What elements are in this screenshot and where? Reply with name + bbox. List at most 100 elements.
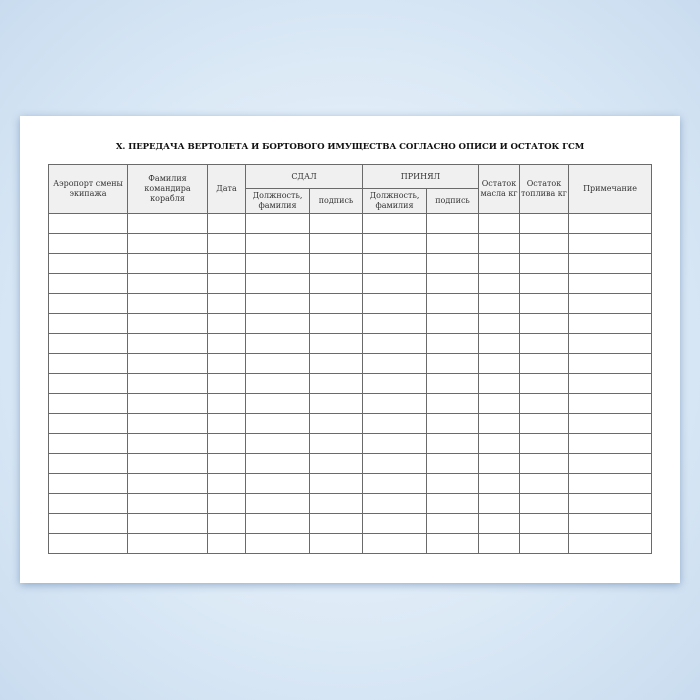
table-row bbox=[48, 353, 652, 374]
table-cell bbox=[245, 533, 310, 554]
table-cell bbox=[519, 533, 569, 554]
table-cell bbox=[127, 413, 208, 434]
table-cell bbox=[519, 253, 569, 274]
table-cell bbox=[426, 313, 479, 334]
table-cell bbox=[207, 513, 246, 534]
header-handed-position: Должность, фамилия bbox=[245, 188, 310, 214]
table-cell bbox=[245, 393, 310, 414]
table-cell bbox=[48, 293, 128, 314]
table-cell bbox=[362, 213, 427, 234]
table-cell bbox=[309, 373, 363, 394]
table-cell bbox=[426, 433, 479, 454]
table-cell bbox=[48, 213, 128, 234]
table-cell bbox=[362, 373, 427, 394]
table-cell bbox=[362, 233, 427, 254]
table-row bbox=[48, 393, 652, 414]
header-airport: Аэропорт смены экипажа bbox=[48, 164, 128, 214]
table-cell bbox=[309, 433, 363, 454]
table-cell bbox=[127, 493, 208, 514]
table-cell bbox=[478, 373, 520, 394]
table-cell bbox=[48, 433, 128, 454]
table-cell bbox=[426, 293, 479, 314]
table-cell bbox=[568, 213, 652, 234]
table-cell bbox=[568, 253, 652, 274]
table-cell bbox=[207, 373, 246, 394]
table-cell bbox=[48, 493, 128, 514]
table-cell bbox=[245, 373, 310, 394]
table-cell bbox=[426, 373, 479, 394]
table-cell bbox=[309, 493, 363, 514]
table-cell bbox=[362, 453, 427, 474]
table-cell bbox=[309, 413, 363, 434]
table-cell bbox=[362, 353, 427, 374]
table-cell bbox=[127, 473, 208, 494]
table-cell bbox=[207, 393, 246, 414]
table-cell bbox=[426, 353, 479, 374]
table-cell bbox=[478, 353, 520, 374]
table-row bbox=[48, 473, 652, 494]
table-cell bbox=[478, 513, 520, 534]
table-cell bbox=[207, 533, 246, 554]
table-cell bbox=[478, 253, 520, 274]
table-cell bbox=[568, 333, 652, 354]
header-accepted-position: Должность, фамилия bbox=[362, 188, 427, 214]
table-cell bbox=[519, 493, 569, 514]
table-cell bbox=[478, 273, 520, 294]
table-cell bbox=[478, 433, 520, 454]
table-cell bbox=[127, 313, 208, 334]
table-cell bbox=[48, 533, 128, 554]
table-cell bbox=[362, 473, 427, 494]
table-cell bbox=[519, 353, 569, 374]
document-page: X. ПЕРЕДАЧА ВЕРТОЛЕТА И БОРТОВОГО ИМУЩЕС… bbox=[20, 116, 680, 583]
table-cell bbox=[48, 273, 128, 294]
table-cell bbox=[519, 393, 569, 414]
table-cell bbox=[127, 293, 208, 314]
table-cell bbox=[127, 333, 208, 354]
header-oil: Остаток масла кг bbox=[478, 164, 520, 214]
table-cell bbox=[127, 453, 208, 474]
table-cell bbox=[426, 533, 479, 554]
table-cell bbox=[48, 353, 128, 374]
table-cell bbox=[207, 233, 246, 254]
table-cell bbox=[207, 353, 246, 374]
table-cell bbox=[245, 413, 310, 434]
table-cell bbox=[426, 393, 479, 414]
table-cell bbox=[127, 513, 208, 534]
table-cell bbox=[207, 213, 246, 234]
table-cell bbox=[48, 393, 128, 414]
table-cell bbox=[362, 433, 427, 454]
table-cell bbox=[519, 213, 569, 234]
table-cell bbox=[568, 353, 652, 374]
table-row bbox=[48, 253, 652, 274]
table-cell bbox=[48, 233, 128, 254]
table-cell bbox=[568, 453, 652, 474]
transfer-table: Аэропорт смены экипажа Фамилия командира… bbox=[48, 164, 652, 554]
table-cell bbox=[245, 313, 310, 334]
table-cell bbox=[426, 513, 479, 534]
table-cell bbox=[127, 233, 208, 254]
table-row bbox=[48, 533, 652, 554]
header-date: Дата bbox=[207, 164, 246, 214]
table-cell bbox=[519, 513, 569, 534]
table-cell bbox=[309, 473, 363, 494]
table-cell bbox=[478, 413, 520, 434]
table-cell bbox=[362, 293, 427, 314]
header-handed: СДАЛ bbox=[245, 164, 363, 189]
table-cell bbox=[519, 293, 569, 314]
table-cell bbox=[207, 253, 246, 274]
header-note: Примечание bbox=[568, 164, 652, 214]
table-cell bbox=[245, 253, 310, 274]
table-cell bbox=[478, 213, 520, 234]
table-cell bbox=[48, 373, 128, 394]
table-row bbox=[48, 233, 652, 254]
table-cell bbox=[362, 513, 427, 534]
table-cell bbox=[245, 473, 310, 494]
table-cell bbox=[245, 213, 310, 234]
table-cell bbox=[309, 393, 363, 414]
table-cell bbox=[362, 313, 427, 334]
table-cell bbox=[568, 533, 652, 554]
header-commander: Фамилия командира корабля bbox=[127, 164, 208, 214]
table-cell bbox=[362, 253, 427, 274]
table-cell bbox=[362, 413, 427, 434]
table-cell bbox=[48, 473, 128, 494]
